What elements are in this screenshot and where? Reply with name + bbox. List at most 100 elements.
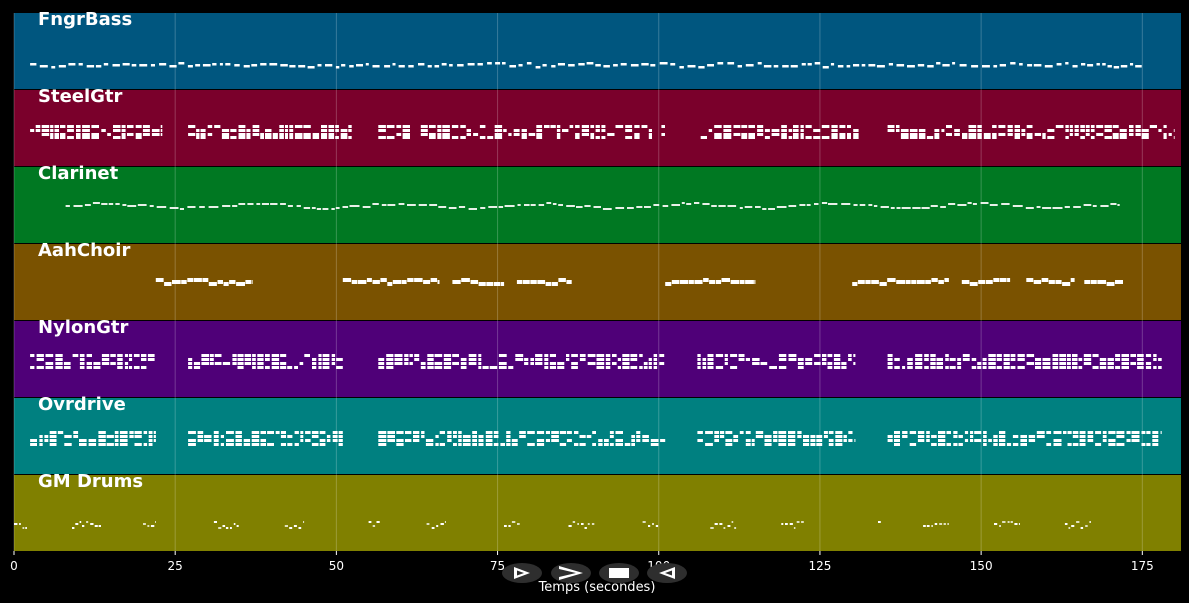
note bbox=[954, 129, 960, 132]
note bbox=[378, 358, 385, 361]
note bbox=[129, 435, 134, 438]
note bbox=[927, 65, 934, 68]
stop-button[interactable] bbox=[599, 563, 639, 583]
note bbox=[148, 431, 153, 434]
note bbox=[22, 527, 25, 529]
fast-forward-button[interactable] bbox=[551, 563, 591, 583]
note bbox=[1010, 366, 1016, 369]
note bbox=[287, 205, 293, 207]
note bbox=[717, 62, 724, 65]
note bbox=[251, 443, 260, 446]
note bbox=[267, 443, 274, 446]
note bbox=[348, 125, 352, 128]
note bbox=[1067, 443, 1072, 446]
note bbox=[931, 278, 938, 282]
note bbox=[694, 202, 700, 204]
note bbox=[63, 362, 71, 365]
note bbox=[741, 125, 748, 128]
note bbox=[915, 354, 923, 357]
note bbox=[332, 439, 338, 442]
note bbox=[172, 280, 181, 284]
note bbox=[462, 443, 471, 446]
note bbox=[153, 439, 156, 442]
note bbox=[828, 439, 834, 442]
rewind-button[interactable] bbox=[647, 563, 687, 583]
note bbox=[1081, 63, 1086, 66]
note bbox=[1158, 366, 1162, 369]
track-name-label: NylonGtr bbox=[38, 317, 129, 338]
note bbox=[1092, 205, 1097, 207]
note bbox=[188, 133, 196, 136]
note bbox=[442, 125, 450, 128]
note bbox=[188, 439, 196, 442]
note bbox=[331, 208, 335, 210]
note bbox=[957, 366, 962, 369]
note bbox=[788, 358, 797, 361]
note bbox=[503, 129, 507, 132]
note bbox=[485, 439, 493, 442]
note bbox=[679, 280, 689, 284]
note bbox=[837, 65, 844, 68]
note bbox=[1021, 133, 1026, 136]
note bbox=[245, 280, 251, 284]
note bbox=[511, 439, 518, 442]
note bbox=[1137, 358, 1144, 361]
note bbox=[372, 203, 379, 205]
note bbox=[662, 205, 669, 207]
note bbox=[378, 362, 385, 365]
note bbox=[939, 523, 943, 525]
note bbox=[318, 354, 322, 357]
note bbox=[196, 136, 200, 139]
note bbox=[133, 366, 140, 369]
note bbox=[805, 125, 812, 128]
note bbox=[714, 439, 719, 442]
note bbox=[127, 205, 137, 207]
note bbox=[423, 280, 431, 284]
note bbox=[414, 278, 423, 282]
note bbox=[530, 358, 534, 361]
note bbox=[1059, 358, 1067, 361]
note bbox=[739, 207, 743, 209]
note bbox=[741, 133, 748, 136]
note bbox=[57, 431, 64, 434]
note bbox=[530, 204, 536, 206]
note bbox=[60, 133, 66, 136]
note bbox=[1042, 133, 1046, 136]
note bbox=[1074, 129, 1079, 132]
note bbox=[429, 204, 438, 206]
note bbox=[60, 125, 66, 128]
note bbox=[368, 521, 372, 523]
play-button[interactable] bbox=[502, 563, 542, 583]
note bbox=[974, 431, 982, 434]
note bbox=[257, 362, 264, 365]
note bbox=[147, 525, 150, 527]
note bbox=[485, 431, 493, 434]
note bbox=[442, 133, 450, 136]
note bbox=[442, 129, 450, 132]
note bbox=[653, 204, 660, 206]
note bbox=[659, 354, 665, 357]
note bbox=[566, 354, 570, 357]
note bbox=[1053, 443, 1062, 446]
note bbox=[730, 366, 738, 369]
note bbox=[1085, 525, 1088, 527]
note bbox=[945, 354, 949, 357]
note bbox=[236, 282, 245, 286]
note bbox=[1026, 125, 1033, 128]
note bbox=[1052, 362, 1059, 365]
note bbox=[322, 208, 329, 210]
note bbox=[265, 366, 270, 369]
note bbox=[757, 129, 764, 132]
note bbox=[135, 133, 142, 136]
note bbox=[54, 133, 59, 136]
note bbox=[322, 366, 330, 369]
note bbox=[82, 129, 90, 132]
note bbox=[494, 282, 501, 286]
note bbox=[926, 435, 930, 438]
note bbox=[289, 133, 294, 136]
note bbox=[49, 431, 57, 434]
note bbox=[1067, 354, 1071, 357]
note bbox=[992, 133, 997, 136]
note bbox=[1036, 431, 1045, 434]
